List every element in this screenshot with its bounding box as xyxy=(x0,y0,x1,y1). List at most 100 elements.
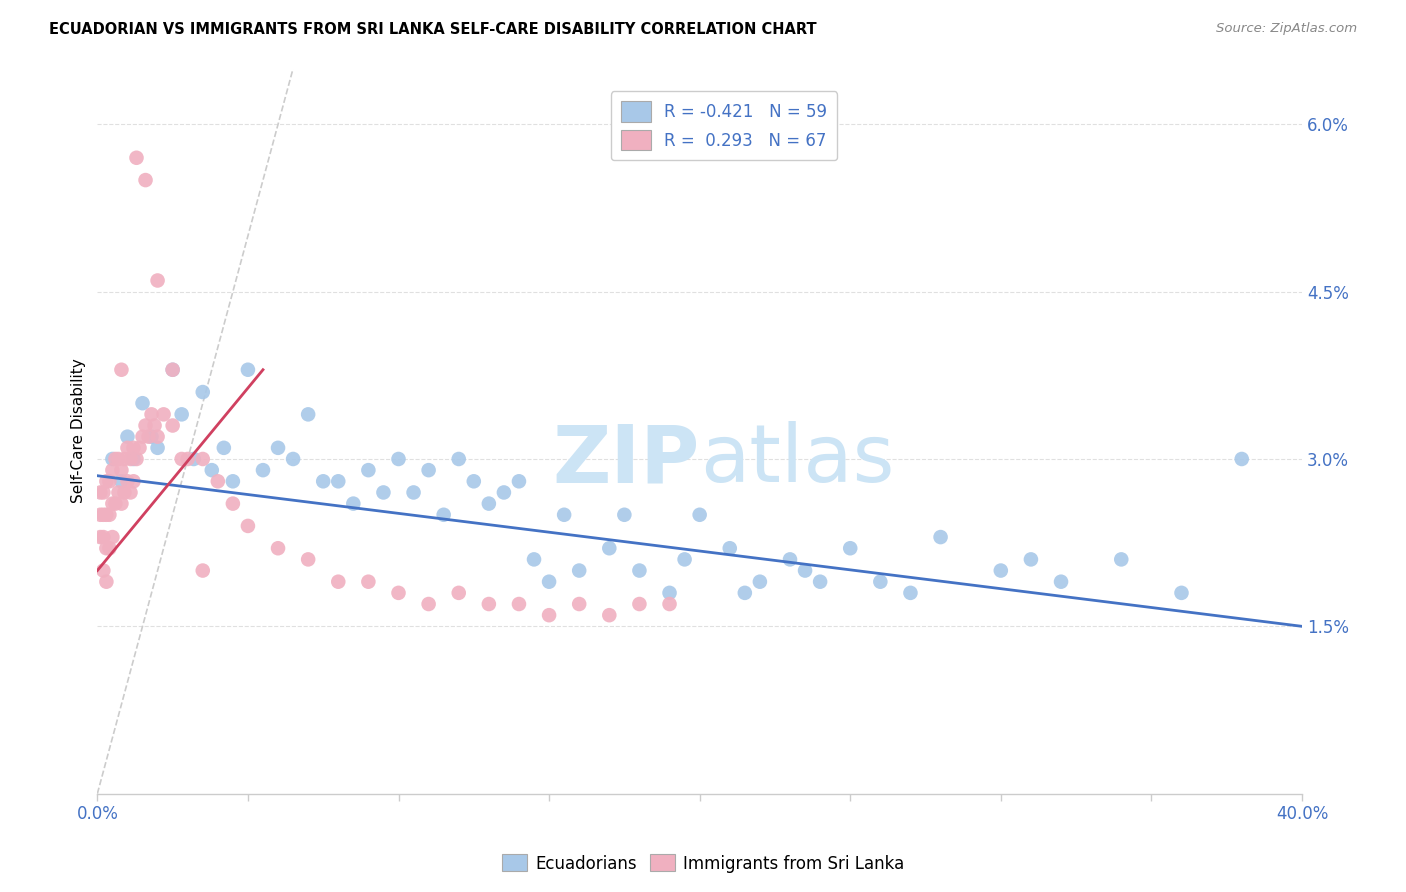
Point xyxy=(328,475,350,489)
Point xyxy=(89,508,111,522)
Point xyxy=(478,497,501,511)
Point xyxy=(312,475,335,489)
Point xyxy=(387,586,409,600)
Point xyxy=(523,552,546,566)
Y-axis label: Self-Care Disability: Self-Care Disability xyxy=(72,359,86,503)
Point xyxy=(281,452,304,467)
Point xyxy=(101,452,124,467)
Point xyxy=(553,508,575,522)
Point xyxy=(658,597,681,611)
Point xyxy=(508,597,530,611)
Point xyxy=(598,541,620,556)
Point xyxy=(125,151,148,165)
Point xyxy=(1230,452,1253,467)
Point xyxy=(191,385,214,400)
Point xyxy=(93,508,115,522)
Point xyxy=(104,497,127,511)
Point xyxy=(387,452,409,467)
Point xyxy=(125,452,148,467)
Point xyxy=(297,408,319,422)
Point xyxy=(1050,574,1073,589)
Point xyxy=(146,441,169,455)
Point xyxy=(191,452,214,467)
Point xyxy=(900,586,922,600)
Point xyxy=(252,463,274,477)
Point xyxy=(1019,552,1042,566)
Point xyxy=(990,564,1012,578)
Point xyxy=(342,497,364,511)
Point xyxy=(212,441,235,455)
Point xyxy=(98,508,121,522)
Point xyxy=(117,441,139,455)
Point xyxy=(122,452,145,467)
Point xyxy=(96,574,118,589)
Point xyxy=(146,273,169,287)
Legend: Ecuadorians, Immigrants from Sri Lanka: Ecuadorians, Immigrants from Sri Lanka xyxy=(495,847,911,880)
Point xyxy=(568,564,591,578)
Point xyxy=(93,564,115,578)
Point xyxy=(492,485,515,500)
Point xyxy=(152,408,174,422)
Point xyxy=(114,452,136,467)
Point xyxy=(598,608,620,623)
Point xyxy=(689,508,711,522)
Point xyxy=(357,463,380,477)
Point xyxy=(131,430,153,444)
Point xyxy=(613,508,636,522)
Point xyxy=(110,497,132,511)
Point xyxy=(122,441,145,455)
Point xyxy=(110,463,132,477)
Point xyxy=(267,441,290,455)
Point xyxy=(131,396,153,410)
Point xyxy=(110,475,132,489)
Legend: R = -0.421   N = 59, R =  0.293   N = 67: R = -0.421 N = 59, R = 0.293 N = 67 xyxy=(610,91,837,161)
Point xyxy=(138,430,160,444)
Point xyxy=(673,552,696,566)
Point xyxy=(170,452,193,467)
Text: ZIP: ZIP xyxy=(553,421,700,500)
Point xyxy=(170,408,193,422)
Point xyxy=(418,463,440,477)
Point xyxy=(146,430,169,444)
Point xyxy=(176,452,198,467)
Point xyxy=(568,597,591,611)
Point xyxy=(162,418,184,433)
Point xyxy=(748,574,770,589)
Point xyxy=(418,597,440,611)
Point xyxy=(869,574,891,589)
Point xyxy=(96,508,118,522)
Point xyxy=(120,485,142,500)
Point xyxy=(162,363,184,377)
Point xyxy=(89,530,111,544)
Point xyxy=(101,463,124,477)
Point xyxy=(222,497,245,511)
Point xyxy=(122,475,145,489)
Point xyxy=(141,430,163,444)
Point xyxy=(1109,552,1132,566)
Point xyxy=(929,530,952,544)
Point xyxy=(508,475,530,489)
Point xyxy=(267,541,290,556)
Point xyxy=(463,475,485,489)
Point xyxy=(96,475,118,489)
Point xyxy=(779,552,801,566)
Point xyxy=(433,508,456,522)
Point xyxy=(328,574,350,589)
Point xyxy=(658,586,681,600)
Point xyxy=(447,452,470,467)
Point xyxy=(794,564,817,578)
Point xyxy=(143,418,166,433)
Point xyxy=(297,552,319,566)
Point xyxy=(107,452,129,467)
Point xyxy=(135,418,157,433)
Point xyxy=(117,475,139,489)
Point xyxy=(236,519,259,533)
Point xyxy=(89,485,111,500)
Point xyxy=(373,485,395,500)
Point xyxy=(135,173,157,187)
Point xyxy=(478,597,501,611)
Point xyxy=(734,586,756,600)
Point xyxy=(101,497,124,511)
Point xyxy=(162,363,184,377)
Point xyxy=(93,530,115,544)
